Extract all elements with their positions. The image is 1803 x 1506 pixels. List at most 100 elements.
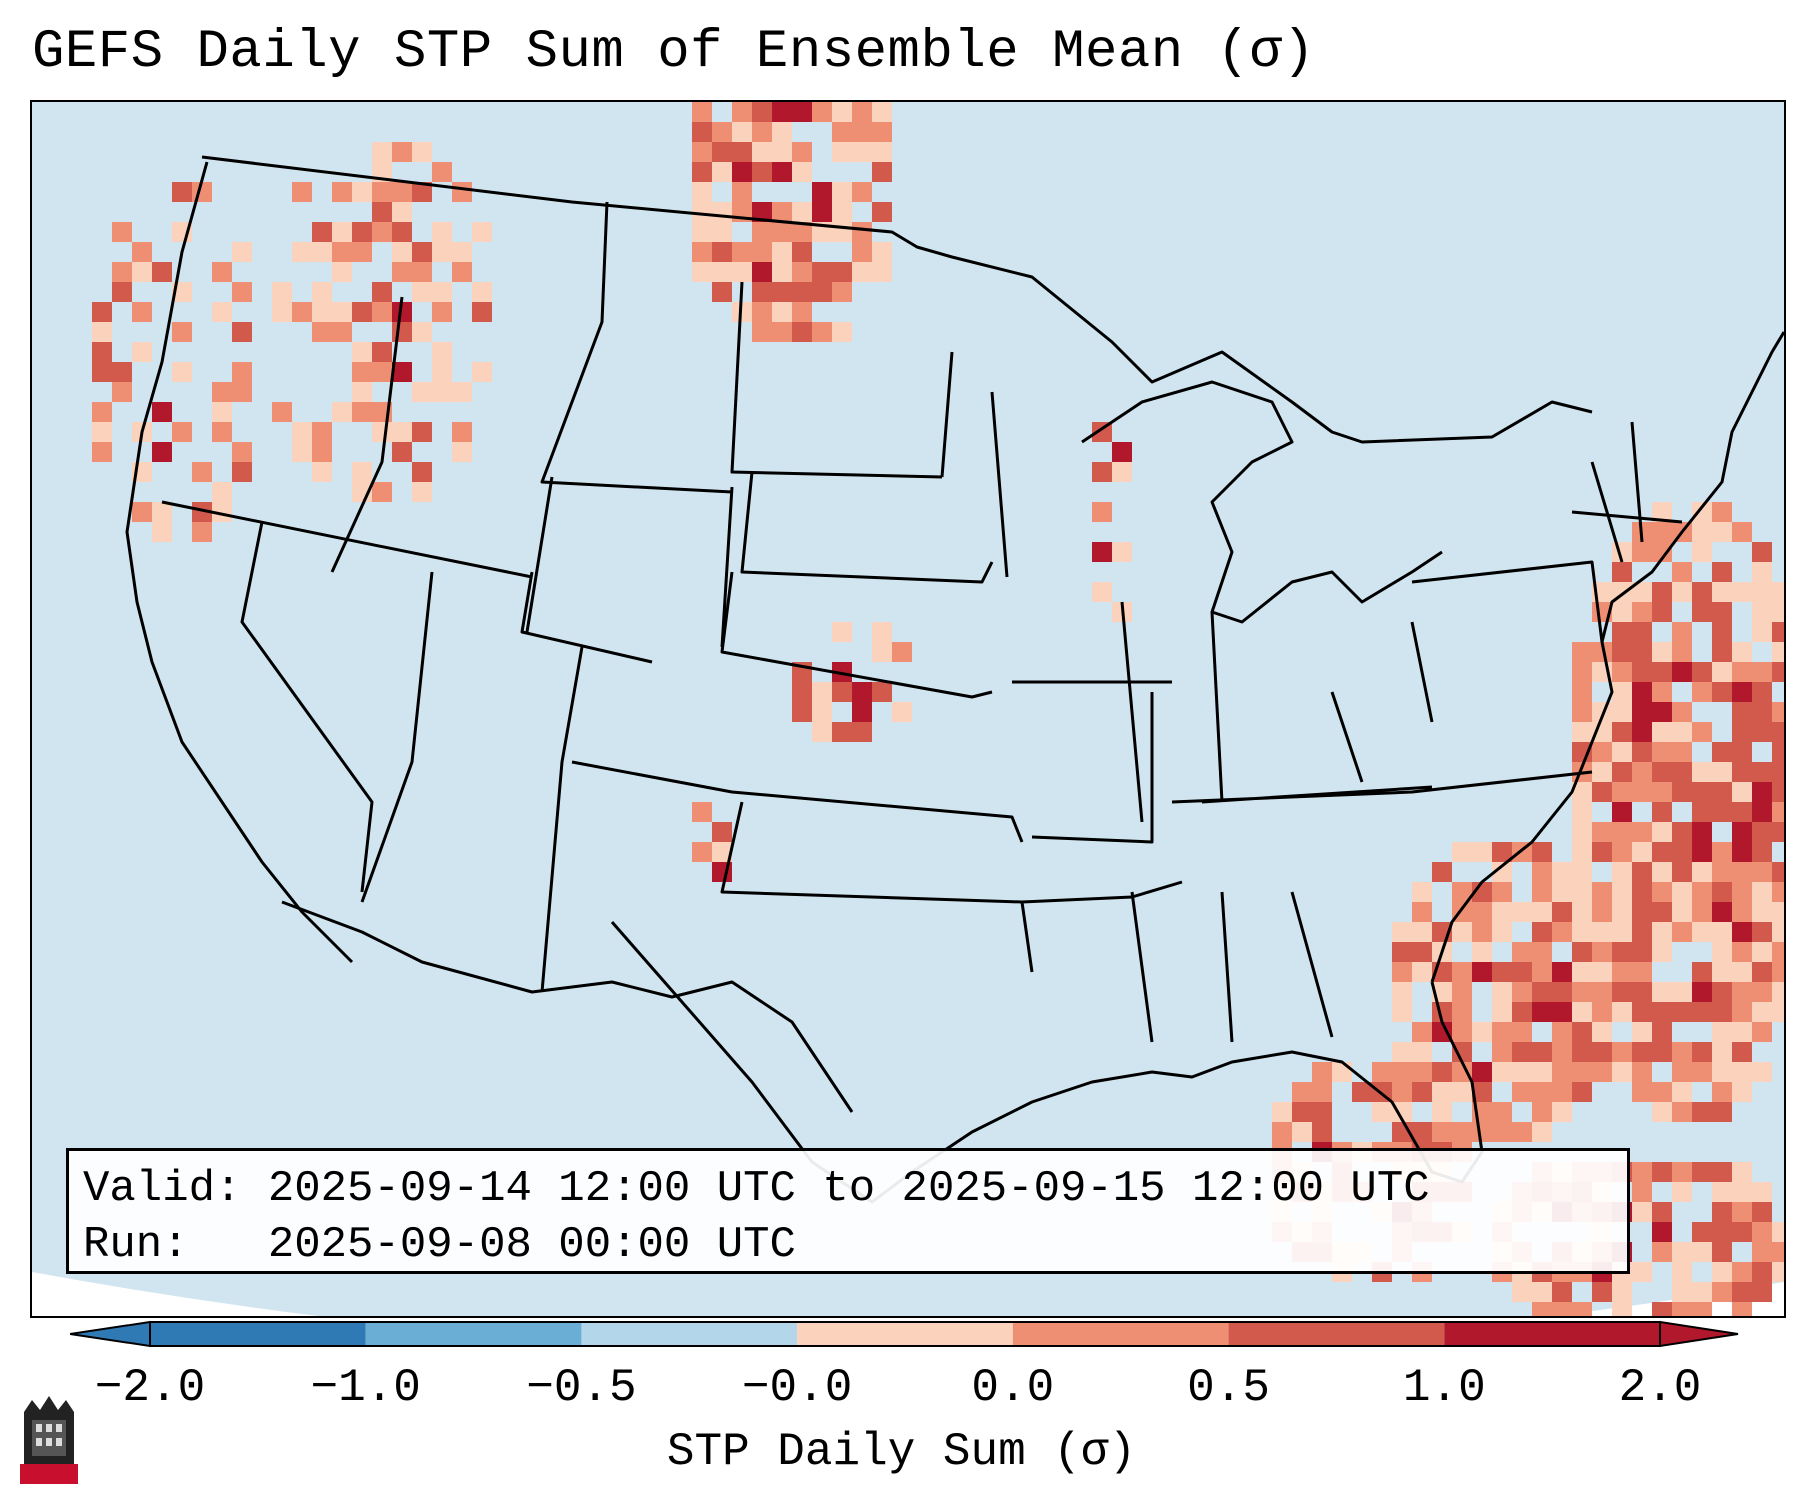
stp-cell — [1672, 1302, 1692, 1316]
stp-cell — [872, 622, 892, 642]
stp-cell — [1552, 1282, 1572, 1302]
stp-cell — [1632, 602, 1652, 622]
stp-cell — [1592, 742, 1612, 762]
stp-cell — [1612, 822, 1632, 842]
stp-cell — [1672, 1182, 1692, 1202]
stp-cell — [1732, 1162, 1752, 1182]
stp-cell — [712, 142, 732, 162]
stp-cell — [1732, 942, 1752, 962]
stp-cell — [1652, 1162, 1672, 1182]
stp-cell — [1712, 882, 1732, 902]
stp-cell — [332, 302, 352, 322]
stp-cell — [1572, 962, 1592, 982]
stp-cell — [1612, 1282, 1632, 1302]
stp-cell — [1692, 842, 1712, 862]
stp-cell — [372, 422, 392, 442]
stp-cell — [1752, 762, 1772, 782]
stp-cells — [92, 102, 1784, 1316]
stp-cell — [212, 302, 232, 322]
stp-cell — [1732, 642, 1752, 662]
stp-cell — [1692, 1282, 1712, 1302]
stp-cell — [852, 122, 872, 142]
stp-cell — [1612, 722, 1632, 742]
stp-cell — [312, 222, 332, 242]
stp-cell — [1672, 662, 1692, 682]
stp-cell — [1612, 742, 1632, 762]
stp-cell — [1692, 802, 1712, 822]
stp-cell — [1712, 522, 1732, 542]
stp-cell — [752, 122, 772, 142]
stp-cell — [1552, 882, 1572, 902]
run-time: 2025-09-08 00:00 UTC — [267, 1220, 796, 1270]
stp-cell — [1732, 882, 1752, 902]
stp-cell — [832, 262, 852, 282]
stp-cell — [92, 402, 112, 422]
stp-cell — [1672, 1042, 1692, 1062]
stp-cell — [1492, 1002, 1512, 1022]
stp-cell — [812, 702, 832, 722]
stp-cell — [712, 262, 732, 282]
stp-cell — [1712, 1042, 1732, 1062]
stp-cell — [1692, 862, 1712, 882]
stp-cell — [1612, 882, 1632, 902]
stp-cell — [1732, 802, 1752, 822]
stp-cell — [1572, 702, 1592, 722]
stp-cell — [1532, 1102, 1552, 1122]
stp-cell — [1632, 642, 1652, 662]
stp-cell — [1652, 802, 1672, 822]
stp-cell — [1692, 782, 1712, 802]
stp-cell — [732, 182, 752, 202]
stp-cell — [852, 722, 872, 742]
stp-cell — [1612, 902, 1632, 922]
stp-cell — [1712, 1162, 1732, 1182]
stp-cell — [292, 302, 312, 322]
colorbar-extend-low — [70, 1320, 151, 1348]
stp-cell — [1712, 802, 1732, 822]
stp-cell — [1732, 522, 1752, 542]
stp-cell — [1392, 1042, 1412, 1062]
stp-cell — [1592, 1002, 1612, 1022]
stp-cell — [1752, 842, 1772, 862]
stp-cell — [1752, 1222, 1772, 1242]
stp-cell — [1712, 602, 1732, 622]
stp-cell — [1572, 982, 1592, 1002]
stp-cell — [1612, 622, 1632, 642]
stp-cell — [712, 822, 732, 842]
stp-cell — [1752, 1242, 1772, 1262]
stp-cell — [1432, 1062, 1452, 1082]
stp-cell — [1432, 1102, 1452, 1122]
stp-cell — [1752, 822, 1772, 842]
stp-cell — [1632, 1042, 1652, 1062]
stp-cell — [1612, 1062, 1632, 1082]
stp-cell — [112, 362, 132, 382]
stp-cell — [392, 442, 412, 462]
stp-cell — [1492, 842, 1512, 862]
stp-cell — [292, 422, 312, 442]
stp-cell — [392, 322, 412, 342]
stp-cell — [1692, 1242, 1712, 1262]
stp-cell — [1652, 922, 1672, 942]
stp-cell — [1412, 1082, 1432, 1102]
stp-cell — [1592, 922, 1612, 942]
stp-cell — [1712, 1022, 1732, 1042]
stp-cell — [1712, 982, 1732, 1002]
stp-cell — [1592, 1042, 1612, 1062]
stp-cell — [1772, 882, 1784, 902]
stp-cell — [792, 682, 812, 702]
stp-cell — [1692, 502, 1712, 522]
stp-cell — [1752, 982, 1772, 1002]
stp-cell — [312, 462, 332, 482]
stp-cell — [1652, 862, 1672, 882]
stp-cell — [212, 422, 232, 442]
stp-cell — [852, 242, 872, 262]
stp-cell — [1692, 522, 1712, 542]
stp-cell — [1552, 1302, 1572, 1316]
stp-cell — [692, 842, 712, 862]
stp-cell — [1632, 542, 1652, 562]
stp-cell — [1672, 722, 1692, 742]
stp-cell — [1472, 1122, 1492, 1142]
stp-cell — [1732, 1202, 1752, 1222]
stp-cell — [1772, 822, 1784, 842]
canada-border — [201, 155, 1593, 444]
stp-cell — [1512, 942, 1532, 962]
